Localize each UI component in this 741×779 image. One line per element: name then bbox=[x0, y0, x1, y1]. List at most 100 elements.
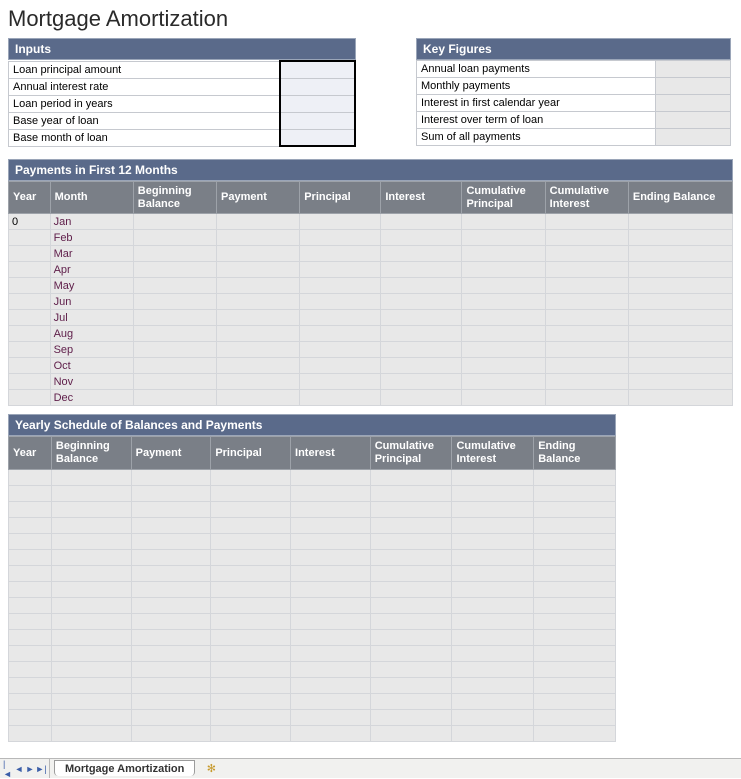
cell[interactable] bbox=[9, 549, 52, 565]
cell-pay[interactable] bbox=[217, 342, 300, 358]
cell-cprin[interactable] bbox=[462, 310, 545, 326]
input-value-cell[interactable] bbox=[280, 78, 355, 95]
cell[interactable] bbox=[452, 565, 534, 581]
input-value-cell[interactable] bbox=[280, 95, 355, 112]
cell[interactable] bbox=[9, 501, 52, 517]
cell-prin[interactable] bbox=[300, 278, 381, 294]
cell-cint[interactable] bbox=[545, 374, 628, 390]
cell[interactable] bbox=[452, 597, 534, 613]
table-row[interactable] bbox=[9, 709, 616, 725]
cell-beg[interactable] bbox=[133, 262, 216, 278]
cell-cint[interactable] bbox=[545, 326, 628, 342]
input-value-cell[interactable] bbox=[280, 129, 355, 146]
cell[interactable] bbox=[211, 677, 291, 693]
cell[interactable] bbox=[452, 661, 534, 677]
cell[interactable] bbox=[211, 533, 291, 549]
cell-pay[interactable] bbox=[217, 230, 300, 246]
cell-month[interactable]: Nov bbox=[50, 374, 133, 390]
cell[interactable] bbox=[9, 645, 52, 661]
cell-year[interactable] bbox=[9, 326, 51, 342]
cell-pay[interactable] bbox=[217, 390, 300, 406]
cell[interactable] bbox=[370, 597, 452, 613]
table-row[interactable]: Dec bbox=[9, 390, 733, 406]
table-row[interactable]: Aug bbox=[9, 326, 733, 342]
cell-end[interactable] bbox=[628, 390, 732, 406]
cell[interactable] bbox=[9, 709, 52, 725]
cell[interactable] bbox=[291, 709, 371, 725]
cell[interactable] bbox=[211, 469, 291, 485]
cell-cprin[interactable] bbox=[462, 342, 545, 358]
table-row[interactable]: Apr bbox=[9, 262, 733, 278]
cell[interactable] bbox=[9, 677, 52, 693]
table-row[interactable] bbox=[9, 549, 616, 565]
last-sheet-button[interactable]: ►| bbox=[36, 762, 46, 776]
cell-pay[interactable] bbox=[217, 262, 300, 278]
cell-cint[interactable] bbox=[545, 230, 628, 246]
cell[interactable] bbox=[534, 661, 616, 677]
table-row[interactable]: Oct bbox=[9, 358, 733, 374]
cell[interactable] bbox=[370, 565, 452, 581]
cell-cint[interactable] bbox=[545, 294, 628, 310]
cell[interactable] bbox=[291, 469, 371, 485]
cell[interactable] bbox=[51, 709, 131, 725]
cell[interactable] bbox=[452, 469, 534, 485]
cell-cint[interactable] bbox=[545, 310, 628, 326]
cell[interactable] bbox=[51, 565, 131, 581]
cell[interactable] bbox=[534, 629, 616, 645]
cell[interactable] bbox=[534, 501, 616, 517]
table-row[interactable] bbox=[9, 725, 616, 741]
cell[interactable] bbox=[534, 597, 616, 613]
cell-prin[interactable] bbox=[300, 310, 381, 326]
cell-cint[interactable] bbox=[545, 262, 628, 278]
cell[interactable] bbox=[9, 661, 52, 677]
cell[interactable] bbox=[452, 677, 534, 693]
cell[interactable] bbox=[452, 645, 534, 661]
cell[interactable] bbox=[370, 629, 452, 645]
cell[interactable] bbox=[211, 549, 291, 565]
cell[interactable] bbox=[9, 597, 52, 613]
cell-year[interactable] bbox=[9, 342, 51, 358]
cell-int[interactable] bbox=[381, 358, 462, 374]
cell[interactable] bbox=[9, 629, 52, 645]
cell-cprin[interactable] bbox=[462, 230, 545, 246]
cell[interactable] bbox=[51, 533, 131, 549]
cell-pay[interactable] bbox=[217, 310, 300, 326]
cell[interactable] bbox=[370, 581, 452, 597]
cell-end[interactable] bbox=[628, 294, 732, 310]
cell-year[interactable] bbox=[9, 246, 51, 262]
cell-end[interactable] bbox=[628, 326, 732, 342]
cell[interactable] bbox=[370, 693, 452, 709]
cell-pay[interactable] bbox=[217, 326, 300, 342]
cell-beg[interactable] bbox=[133, 358, 216, 374]
cell[interactable] bbox=[211, 645, 291, 661]
cell[interactable] bbox=[534, 533, 616, 549]
cell[interactable] bbox=[211, 613, 291, 629]
cell[interactable] bbox=[291, 517, 371, 533]
cell[interactable] bbox=[534, 517, 616, 533]
cell[interactable] bbox=[131, 565, 211, 581]
table-row[interactable] bbox=[9, 645, 616, 661]
cell[interactable] bbox=[131, 549, 211, 565]
table-row[interactable] bbox=[9, 613, 616, 629]
cell-cint[interactable] bbox=[545, 390, 628, 406]
cell-beg[interactable] bbox=[133, 390, 216, 406]
cell[interactable] bbox=[9, 469, 52, 485]
cell-cprin[interactable] bbox=[462, 246, 545, 262]
cell-end[interactable] bbox=[628, 246, 732, 262]
cell-prin[interactable] bbox=[300, 262, 381, 278]
cell-month[interactable]: Jan bbox=[50, 214, 133, 230]
cell[interactable] bbox=[211, 565, 291, 581]
cell[interactable] bbox=[211, 661, 291, 677]
cell-month[interactable]: Jul bbox=[50, 310, 133, 326]
cell[interactable] bbox=[291, 725, 371, 741]
cell[interactable] bbox=[51, 597, 131, 613]
cell[interactable] bbox=[452, 549, 534, 565]
cell-cprin[interactable] bbox=[462, 326, 545, 342]
cell[interactable] bbox=[131, 501, 211, 517]
cell-end[interactable] bbox=[628, 230, 732, 246]
cell[interactable] bbox=[291, 629, 371, 645]
cell[interactable] bbox=[131, 693, 211, 709]
cell-year[interactable] bbox=[9, 374, 51, 390]
table-row[interactable] bbox=[9, 485, 616, 501]
cell[interactable] bbox=[51, 549, 131, 565]
